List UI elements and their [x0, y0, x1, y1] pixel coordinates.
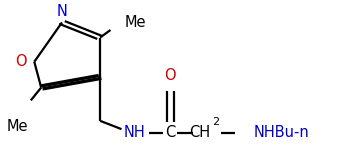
Text: NHBu-n: NHBu-n [254, 125, 310, 140]
Text: N: N [57, 4, 67, 19]
Text: O: O [164, 68, 176, 83]
Text: Me: Me [6, 119, 28, 134]
Text: NH: NH [124, 125, 146, 140]
Text: Me: Me [124, 15, 146, 30]
Text: CH: CH [189, 125, 210, 140]
Text: 2: 2 [213, 117, 220, 127]
Text: O: O [15, 54, 27, 69]
Text: C: C [165, 125, 176, 140]
